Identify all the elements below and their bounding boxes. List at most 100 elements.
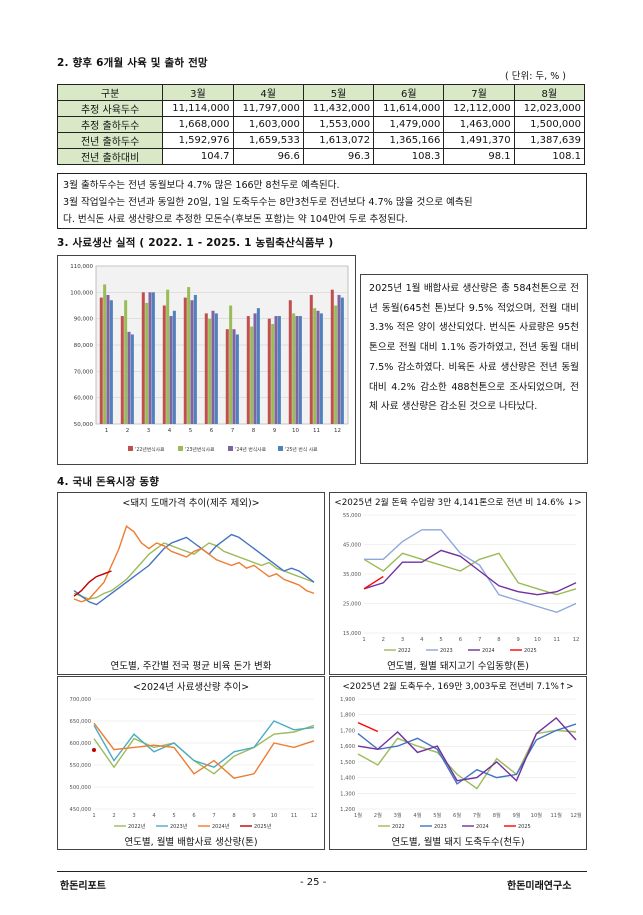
bar (274, 316, 278, 424)
bar (253, 313, 257, 424)
table-cell: 11,614,000 (373, 100, 445, 117)
bar (267, 318, 271, 424)
bar (183, 297, 187, 424)
legend-label: 2024 (476, 824, 489, 830)
x-tick-label: 8월 (493, 811, 501, 819)
table-header-cell: 6월 (373, 84, 445, 101)
x-tick-label: 10월 (531, 811, 543, 819)
x-tick-label: 12 (573, 637, 580, 643)
table-cell: 108.3 (373, 148, 445, 165)
x-tick-label: 9월 (513, 811, 521, 819)
panel-caption: 연도별, 월별 돼지 도축두수(천두) (391, 837, 525, 848)
bar (334, 305, 338, 424)
table-row: 추정 출하두수 1,668,000 1,603,000 1,553,000 1,… (56, 116, 586, 133)
x-tick-label: 4 (420, 637, 424, 643)
bar (288, 300, 292, 424)
legend-label: '25년 번식 사료 (285, 446, 318, 453)
x-tick-label: 5월 (433, 811, 441, 819)
unit-label: ( 단위: 두, % ) (505, 71, 566, 82)
y-tick-label: 50,000 (74, 422, 94, 428)
table-header-cell: 5월 (302, 84, 375, 101)
legend-label: '24년 번식사료 (235, 446, 267, 453)
y-tick-label: 1,900 (340, 697, 355, 703)
table-cell: 1,592,976 (162, 132, 234, 149)
panel-feed-production: <2024년 사료생산량 추이> 450,000 500,000 550,000 60… (57, 676, 325, 850)
panel-caption: 연도별, 월별 배합사료 생산량(톤) (124, 837, 258, 848)
series-line (357, 729, 577, 790)
legend-label: 2025년 (254, 823, 272, 830)
legend-label: 2024 (482, 648, 495, 654)
legend-swatch (228, 446, 233, 451)
x-tick-label: 3 (132, 813, 135, 819)
table-cell: 1,659,533 (232, 132, 304, 149)
bar (298, 316, 302, 424)
legend-label: 2024년 (212, 823, 230, 830)
bar (124, 300, 128, 424)
x-tick-label: 2월 (374, 811, 382, 819)
series-point (92, 748, 96, 753)
section4-title: 4. 국내 돈육시장 동향 (57, 476, 160, 488)
page-number: - 25 - (300, 877, 327, 888)
forecast-note: 3월 출하두수는 전년 동월보다 4.7% 많은 166만 8천두로 예측된다.… (57, 173, 587, 229)
bar (277, 316, 281, 424)
panel-header: <2025년 2월 도축두수, 169만 3,003두로 전년비 7.1%↑> (342, 682, 574, 692)
x-tick-label: 5 (172, 813, 175, 819)
note-line: 다. 번식돈 사료 생산량으로 추정한 모돈수(후보돈 포함)는 약 104만여… (63, 214, 408, 225)
x-tick-label: 12 (311, 813, 318, 819)
y-tick-label: 1,700 (340, 728, 355, 734)
bar (313, 308, 317, 424)
footer-left: 한돈리포트 (60, 881, 106, 892)
table-cell: 108.1 (513, 148, 586, 165)
y-tick-label: 1,300 (340, 791, 355, 797)
x-tick-label: 4 (168, 428, 172, 434)
series-line (363, 575, 384, 590)
y-tick-label: 100,000 (70, 290, 93, 296)
y-tick-label: 55,000 (343, 513, 361, 519)
x-tick-label: 6 (459, 637, 462, 643)
note-line: 3월 출하두수는 전년 동월보다 4.7% 많은 166만 8천두로 예측된다. (63, 180, 340, 191)
legend-label: 2023 (434, 824, 447, 830)
panel-caption: 연도별, 주간별 전국 평균 비육 돈가 변화 (110, 661, 272, 672)
section2-title: 2. 향후 6개월 사육 및 출하 전망 (57, 57, 208, 69)
x-tick-label: 5 (439, 637, 442, 643)
x-tick-label: 7 (478, 637, 481, 643)
bar (190, 300, 194, 424)
wholesale-price-chart (73, 525, 315, 606)
x-tick-label: 6 (210, 428, 214, 434)
bar (295, 316, 299, 424)
y-tick-label: 25,000 (343, 602, 361, 608)
table-cell: 11,432,000 (302, 100, 375, 117)
x-tick-label: 3월 (394, 811, 402, 819)
table-header-cell: 7월 (443, 84, 515, 101)
x-tick-label: 8 (252, 428, 256, 434)
y-tick-label: 110,000 (70, 264, 93, 270)
table-cell: 12,112,000 (443, 100, 515, 117)
table-row: 전년 출하두수 1,592,976 1,659,533 1,613,072 1,… (56, 132, 586, 149)
y-tick-label: 1,800 (340, 713, 355, 719)
table-cell: 11,114,000 (162, 100, 234, 117)
x-tick-label: 10 (271, 813, 278, 819)
x-tick-label: 7 (212, 813, 215, 819)
x-tick-label: 8 (232, 813, 235, 819)
table-header-cell: 3월 (162, 84, 234, 101)
table-cell: 104.7 (162, 148, 234, 165)
feed-bar-chart-frame: 50,000 60,000 70,000 80,000 90,000 100,000 110… (57, 255, 356, 465)
footer-right: 한돈미래연구소 (507, 881, 572, 892)
x-tick-label: 11 (291, 813, 298, 819)
y-tick-label: 70,000 (74, 369, 94, 375)
bar (225, 329, 229, 424)
bar (246, 316, 250, 424)
bar (211, 310, 215, 424)
bar (106, 294, 110, 424)
legend-label: 2023년 (170, 823, 188, 830)
bar (99, 297, 103, 424)
y-tick-label: 60,000 (74, 396, 94, 402)
series-line (93, 720, 315, 768)
x-tick-label: 5 (189, 428, 193, 434)
bar (166, 289, 170, 424)
panel-header: <돼지 도매가격 추이(제주 제외)> (122, 498, 260, 509)
bar (127, 331, 131, 424)
x-tick-label: 8 (497, 637, 500, 643)
x-tick-label: 6 (192, 813, 195, 819)
